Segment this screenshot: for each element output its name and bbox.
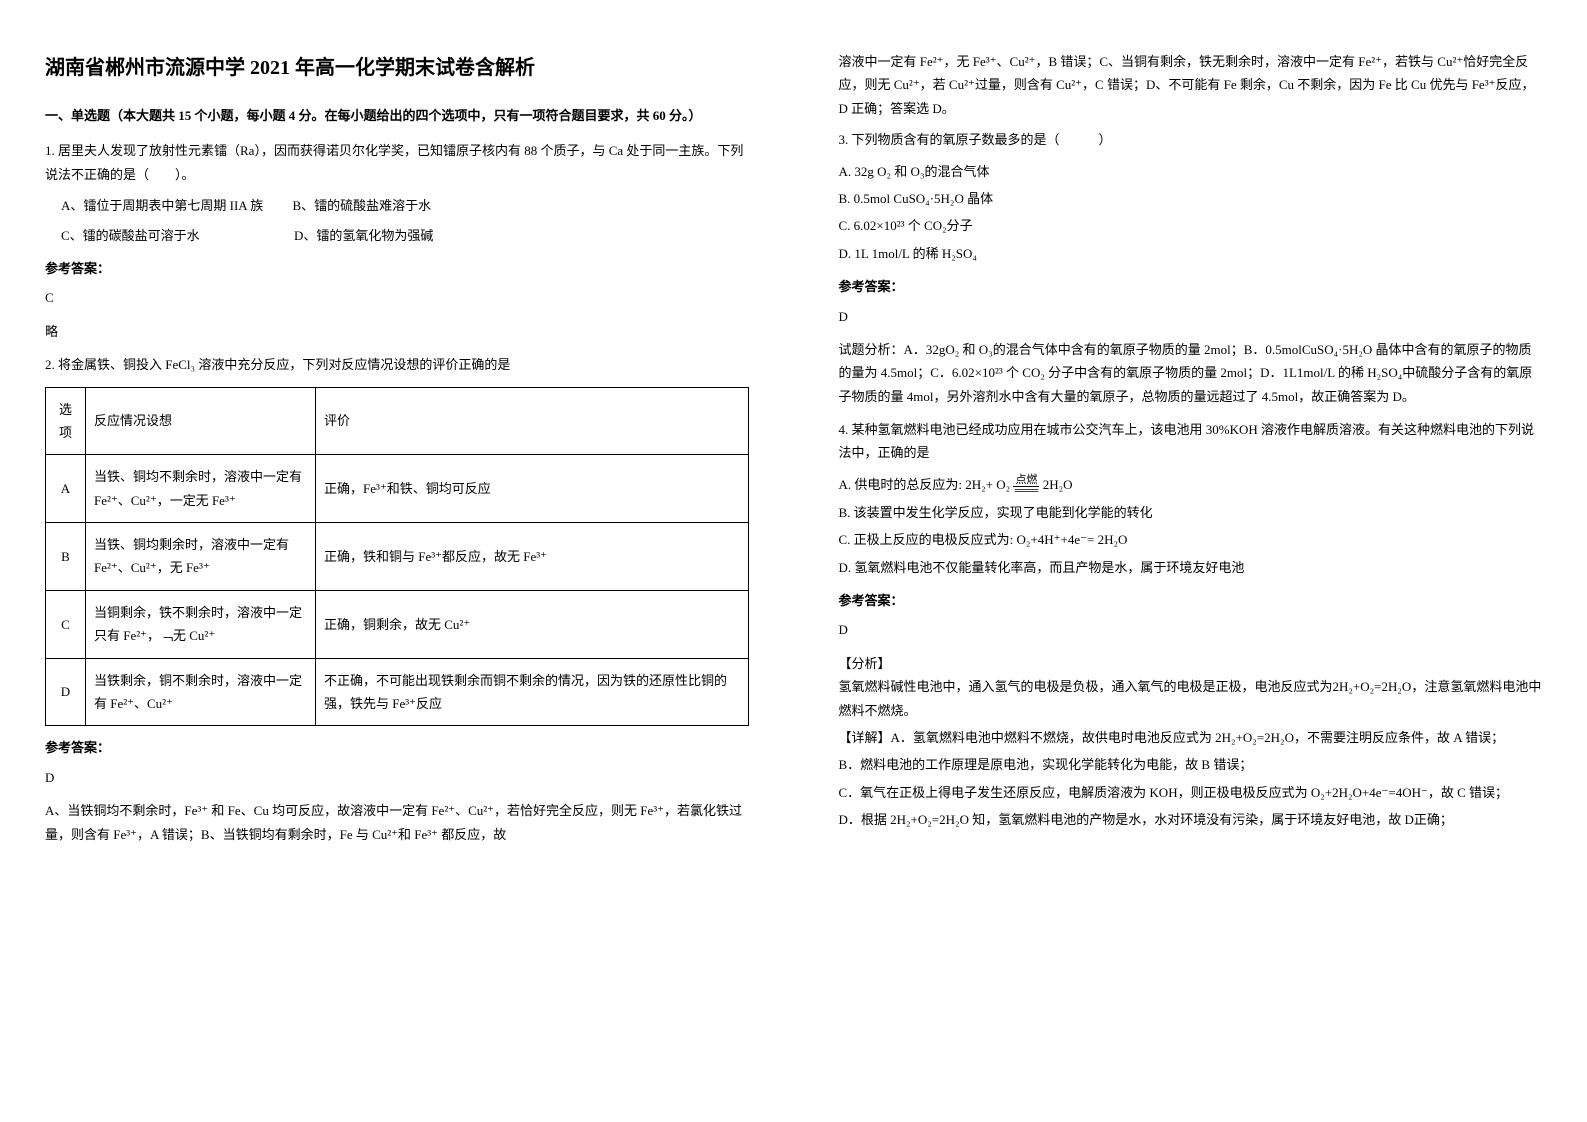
q1-optB: B、镭的硫酸盐难溶于水: [292, 198, 431, 213]
q4-optA-pre: A. 供电时的总反应为: 2H₂+ O₂: [839, 477, 1011, 492]
cell: 不正确，不可能出现铁剩余而铜不剩余的情况，因为铁的还原性比铜的强，铁先与 Fe³…: [316, 658, 749, 726]
q1-optC: C、镭的碳酸盐可溶于水: [61, 228, 200, 243]
cell: 正确，Fe³⁺和铁、铜均可反应: [316, 455, 749, 523]
cell: A: [46, 455, 86, 523]
question-2: 2. 将金属铁、铜投入 FeCl₃ 溶液中充分反应，下列对反应情况设想的评价正确…: [45, 353, 749, 846]
q1-optD: D、镭的氢氧化物为强碱: [294, 228, 433, 243]
th-option: 选项: [46, 387, 86, 455]
analysis-label: 【分析】: [839, 652, 1543, 675]
table-header-row: 选项 反应情况设想 评价: [46, 387, 749, 455]
detail-label: 【详解】: [839, 730, 891, 745]
table-row: C 当铜剩余，铁不剩余时，溶液中一定只有 Fe²⁺，﹁无 Cu²⁺ 正确，铜剩余…: [46, 590, 749, 658]
detail-D: D．根据 2H₂+O₂=2H₂O 知，氢氧燃料电池的产物是水，水对环境没有污染，…: [839, 808, 1543, 831]
q2-table: 选项 反应情况设想 评价 A 当铁、铜均不剩余时，溶液中一定有 Fe²⁺、Cu²…: [45, 387, 749, 727]
detail-C: C．氧气在正极上得电子发生还原反应，电解质溶液为 KOH，则正极电极反应式为 O…: [839, 781, 1543, 804]
q4-optB: B. 该装置中发生化学反应，实现了电能到化学能的转化: [839, 501, 1543, 524]
cell: 正确，铁和铜与 Fe³⁺都反应，故无 Fe³⁺: [316, 523, 749, 591]
analysis-text: 氢氧燃料碱性电池中，通入氢气的电极是负极，通入氧气的电极是正极，电池反应式为2H…: [839, 675, 1543, 722]
q1-options: A、镭位于周期表中第七周期 IIA 族 B、镭的硫酸盐难溶于水 C、镭的碳酸盐可…: [61, 194, 749, 247]
q1-optA: A、镭位于周期表中第七周期 IIA 族: [61, 198, 263, 213]
q4-answer: D: [839, 618, 1543, 641]
question-1: 1. 居里夫人发现了放射性元素镭（Ra），因而获得诺贝尔化学奖，已知镭原子核内有…: [45, 139, 749, 343]
table-row: B 当铁、铜均剩余时，溶液中一定有 Fe²⁺、Cu²⁺，无 Fe³⁺ 正确，铁和…: [46, 523, 749, 591]
answer-label: 参考答案：: [839, 589, 1543, 612]
table-row: A 当铁、铜均不剩余时，溶液中一定有 Fe²⁺、Cu²⁺，一定无 Fe³⁺ 正确…: [46, 455, 749, 523]
q4-optA-post: 2H₂O: [1043, 477, 1073, 492]
condition-line: ═══: [1015, 485, 1038, 497]
table-row: D 当铁剩余，铜不剩余时，溶液中一定有 Fe²⁺、Cu²⁺ 不正确，不可能出现铁…: [46, 658, 749, 726]
cell: C: [46, 590, 86, 658]
question-3: 3. 下列物质含有的氧原子数最多的是（ ） A. 32g O₂ 和 O₃的混合气…: [839, 128, 1543, 408]
cell: D: [46, 658, 86, 726]
answer-label: 参考答案：: [45, 257, 749, 280]
cell: B: [46, 523, 86, 591]
detail-A: A．氢氧燃料电池中燃料不燃烧，故供电时电池反应式为 2H₂+O₂=2H₂O，不需…: [891, 730, 1505, 745]
q3-answer: D: [839, 305, 1543, 328]
q2-text: 2. 将金属铁、铜投入 FeCl₃ 溶液中充分反应，下列对反应情况设想的评价正确…: [45, 353, 749, 376]
q1-text: 1. 居里夫人发现了放射性元素镭（Ra），因而获得诺贝尔化学奖，已知镭原子核内有…: [45, 139, 749, 186]
detail-block: 【详解】A．氢氧燃料电池中燃料不燃烧，故供电时电池反应式为 2H₂+O₂=2H₂…: [839, 726, 1543, 749]
q2-answer: D: [45, 766, 749, 789]
cell: 当铜剩余，铁不剩余时，溶液中一定只有 Fe²⁺，﹁无 Cu²⁺: [86, 590, 316, 658]
cell: 正确，铜剩余，故无 Cu²⁺: [316, 590, 749, 658]
right-column: 溶液中一定有 Fe²⁺，无 Fe³⁺、Cu²⁺，B 错误；C、当铜有剩余，铁无剩…: [794, 0, 1587, 1122]
page-title: 湖南省郴州市流源中学 2021 年高一化学期末试卷含解析: [45, 50, 749, 86]
detail-B: B．燃料电池的工作原理是原电池，实现化学能转化为电能，故 B 错误；: [839, 753, 1543, 776]
q3-text: 3. 下列物质含有的氧原子数最多的是（ ）: [839, 128, 1543, 151]
cell: 当铁、铜均不剩余时，溶液中一定有 Fe²⁺、Cu²⁺，一定无 Fe³⁺: [86, 455, 316, 523]
q1-explain: 略: [45, 320, 749, 343]
q3-explain: 试题分析：A．32gO₂ 和 O₃的混合气体中含有的氧原子物质的量 2mol；B…: [839, 338, 1543, 408]
q4-optC: C. 正极上反应的电极反应式为: O₂+4H⁺+4e⁻= 2H₂O: [839, 528, 1543, 551]
q3-optB: B. 0.5mol CuSO₄·5H₂O 晶体: [839, 187, 1543, 210]
q4-text: 4. 某种氢氧燃料电池已经成功应用在城市公交汽车上，该电池用 30%KOH 溶液…: [839, 418, 1543, 465]
option-row: C、镭的碳酸盐可溶于水 D、镭的氢氧化物为强碱: [61, 224, 749, 247]
q3-optC: C. 6.02×10²³ 个 CO₂分子: [839, 214, 1543, 237]
q3-optD: D. 1L 1mol/L 的稀 H₂SO₄: [839, 242, 1543, 265]
answer-label: 参考答案：: [45, 736, 749, 759]
cell: 当铁、铜均剩余时，溶液中一定有 Fe²⁺、Cu²⁺，无 Fe³⁺: [86, 523, 316, 591]
q2-explain: A、当铁铜均不剩余时，Fe³⁺ 和 Fe、Cu 均可反应，故溶液中一定有 Fe²…: [45, 799, 749, 846]
q4-optA: A. 供电时的总反应为: 2H₂+ O₂ 点燃 ═══ 2H₂O: [839, 473, 1543, 497]
q2-continue: 溶液中一定有 Fe²⁺，无 Fe³⁺、Cu²⁺，B 错误；C、当铜有剩余，铁无剩…: [839, 50, 1543, 120]
th-eval: 评价: [316, 387, 749, 455]
answer-label: 参考答案：: [839, 275, 1543, 298]
q4-optD: D. 氢氧燃料电池不仅能量转化率高，而且产物是水，属于环境友好电池: [839, 556, 1543, 579]
reaction-condition: 点燃 ═══: [1013, 475, 1039, 497]
left-column: 湖南省郴州市流源中学 2021 年高一化学期末试卷含解析 一、单选题（本大题共 …: [0, 0, 794, 1122]
q1-answer: C: [45, 286, 749, 309]
th-scenario: 反应情况设想: [86, 387, 316, 455]
cell: 当铁剩余，铜不剩余时，溶液中一定有 Fe²⁺、Cu²⁺: [86, 658, 316, 726]
question-4: 4. 某种氢氧燃料电池已经成功应用在城市公交汽车上，该电池用 30%KOH 溶液…: [839, 418, 1543, 831]
section-header: 一、单选题（本大题共 15 个小题，每小题 4 分。在每小题给出的四个选项中，只…: [45, 104, 749, 127]
q3-optA: A. 32g O₂ 和 O₃的混合气体: [839, 160, 1543, 183]
q4-analysis: 【分析】 氢氧燃料碱性电池中，通入氢气的电极是负极，通入氧气的电极是正极，电池反…: [839, 652, 1543, 832]
option-row: A、镭位于周期表中第七周期 IIA 族 B、镭的硫酸盐难溶于水: [61, 194, 749, 217]
